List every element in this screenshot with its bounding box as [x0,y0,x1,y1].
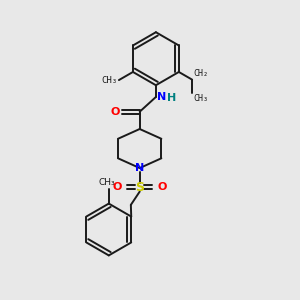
Text: N: N [158,92,166,102]
Text: CH₃: CH₃ [101,76,117,85]
Text: CH₃: CH₃ [194,94,208,103]
Text: CH₂: CH₂ [194,69,208,78]
Text: CH₃: CH₃ [98,178,115,187]
Text: N: N [135,163,144,173]
Text: H: H [167,94,176,103]
Text: O: O [110,107,120,117]
Text: O: O [113,182,122,192]
Text: O: O [158,182,167,192]
Text: S: S [135,181,144,194]
